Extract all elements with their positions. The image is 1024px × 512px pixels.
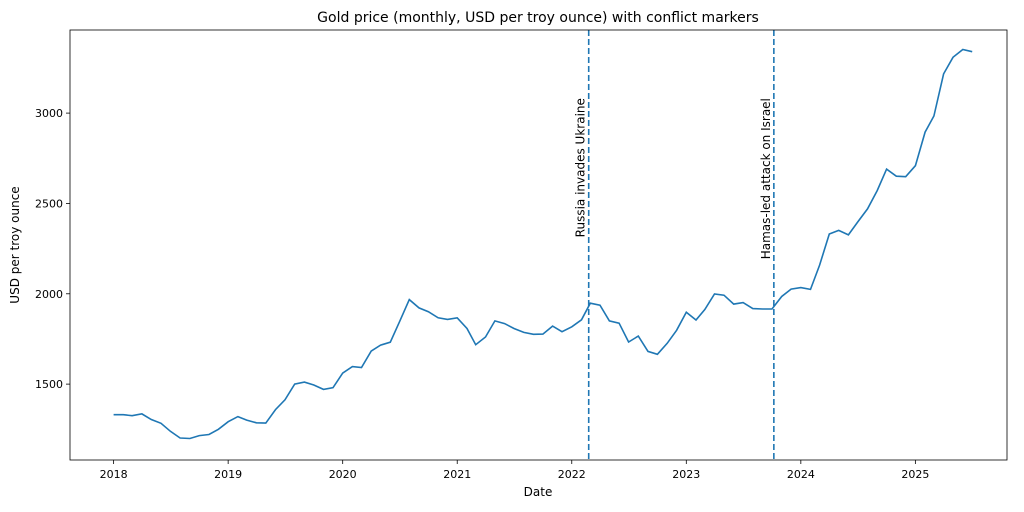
x-tick-label: 2019 bbox=[214, 468, 242, 481]
y-axis-label: USD per troy ounce bbox=[8, 186, 22, 303]
x-axis-label: Date bbox=[524, 485, 553, 499]
x-tick-label: 2018 bbox=[100, 468, 128, 481]
y-tick-label: 3000 bbox=[35, 107, 63, 120]
x-tick-label: 2023 bbox=[672, 468, 700, 481]
y-tick-label: 2500 bbox=[35, 197, 63, 210]
y-tick-label: 1500 bbox=[35, 378, 63, 391]
event-marker-label: Hamas-led attack on Israel bbox=[759, 98, 773, 259]
x-tick-label: 2021 bbox=[443, 468, 471, 481]
event-marker-label: Russia invades Ukraine bbox=[574, 98, 588, 237]
y-tick-label: 2000 bbox=[35, 288, 63, 301]
x-tick-label: 2024 bbox=[787, 468, 815, 481]
x-tick-label: 2022 bbox=[558, 468, 586, 481]
x-tick-label: 2020 bbox=[329, 468, 357, 481]
plot-frame bbox=[69, 29, 1008, 461]
price-line bbox=[113, 48, 973, 440]
x-tick-label: 2025 bbox=[901, 468, 929, 481]
chart-title: Gold price (monthly, USD per troy ounce)… bbox=[317, 10, 759, 26]
